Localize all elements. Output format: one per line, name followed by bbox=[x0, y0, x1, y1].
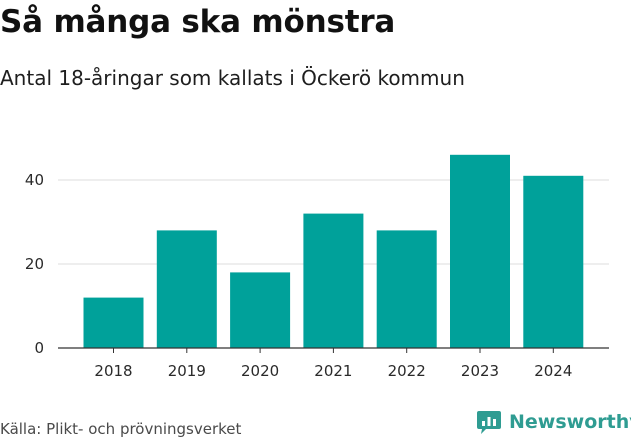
y-tick-label: 0 bbox=[34, 339, 44, 357]
bars bbox=[83, 154, 584, 348]
bar-2020[interactable] bbox=[230, 272, 291, 348]
bar-2024[interactable] bbox=[523, 175, 584, 348]
bar-2018[interactable] bbox=[83, 297, 144, 348]
x-tick-label: 2024 bbox=[534, 362, 572, 380]
y-tick-label: 40 bbox=[25, 171, 44, 189]
x-tick-labels: 2018 2019 2020 2021 2022 2023 2024 bbox=[94, 362, 572, 380]
newsworthy-logo-icon bbox=[477, 411, 501, 434]
bar-chart: 0 20 40 2018 2019 2020 2021 2022 2023 2024 bbox=[25, 154, 609, 380]
brand-name: Newsworthy bbox=[509, 411, 631, 433]
y-tick-labels: 0 20 40 bbox=[25, 171, 44, 357]
chart-title: Så många ska mönstra bbox=[0, 4, 396, 40]
bar-2022[interactable] bbox=[376, 230, 437, 348]
source-note: Källa: Plikt- och prövningsverket bbox=[0, 420, 242, 438]
x-tick-label: 2019 bbox=[168, 362, 206, 380]
bar-2019[interactable] bbox=[156, 230, 217, 348]
x-axis bbox=[58, 347, 609, 353]
x-tick-label: 2018 bbox=[94, 362, 132, 380]
x-tick-label: 2023 bbox=[461, 362, 499, 380]
bar-2023[interactable] bbox=[450, 154, 510, 348]
chart-subtitle: Antal 18-åringar som kallats i Öckerö ko… bbox=[0, 66, 465, 90]
x-tick-label: 2020 bbox=[241, 362, 279, 380]
bar-2021[interactable] bbox=[303, 213, 364, 348]
y-tick-label: 20 bbox=[25, 255, 44, 273]
x-tick-label: 2021 bbox=[314, 362, 352, 380]
x-tick-label: 2022 bbox=[388, 362, 426, 380]
newsworthy-logo[interactable]: Newsworthy bbox=[476, 408, 631, 436]
